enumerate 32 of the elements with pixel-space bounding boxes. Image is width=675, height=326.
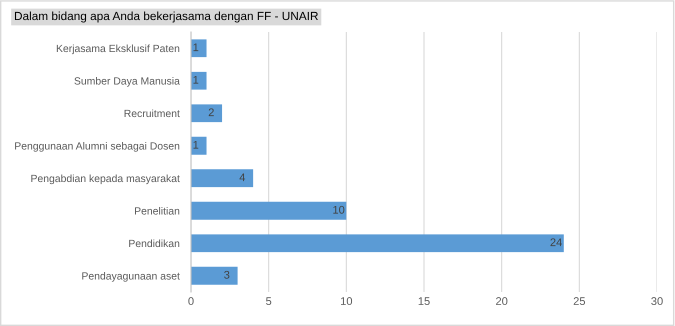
bar [191, 266, 238, 285]
y-tick-label: Kerjasama Eksklusif Paten [56, 44, 180, 54]
y-tick-label: Penggunaan Alumni sebagai Dosen [15, 142, 180, 152]
data-label: 2 [208, 108, 214, 116]
data-label: 1 [193, 43, 198, 52]
bar [191, 39, 207, 58]
x-tick-label: 0 [188, 297, 194, 306]
bar [191, 136, 207, 155]
data-label: 1 [193, 76, 198, 84]
bar [191, 169, 254, 188]
bar [191, 72, 207, 90]
x-tick-label: 10 [341, 297, 352, 306]
x-tick-label: 25 [574, 297, 586, 306]
x-tick-label: 20 [496, 297, 508, 306]
y-tick-label: Penelitian [134, 206, 180, 215]
chart-title: Dalam bidang apa Anda bekerjasama dengan FF - UNAIR [14, 12, 318, 22]
x-tick-label: 5 [266, 297, 272, 306]
bar [191, 234, 564, 252]
y-tick-label: Recruitment [124, 109, 180, 118]
data-label: 1 [193, 140, 198, 149]
y-tick-label: Sumber Daya Manusia [74, 76, 180, 87]
y-tick-label: Pengabdian kepada masyarakat [31, 174, 180, 184]
data-label: 4 [240, 173, 246, 182]
y-tick-label: Pendayagunaan aset [82, 272, 180, 282]
data-label: 24 [550, 238, 562, 246]
bar [191, 202, 346, 220]
x-tick-label: 15 [418, 297, 430, 306]
y-tick-label: Pendidikan [129, 239, 180, 248]
data-label: 10 [333, 206, 344, 214]
bar [191, 104, 222, 122]
x-tick-label: 30 [651, 297, 663, 306]
data-label: 3 [224, 270, 230, 279]
